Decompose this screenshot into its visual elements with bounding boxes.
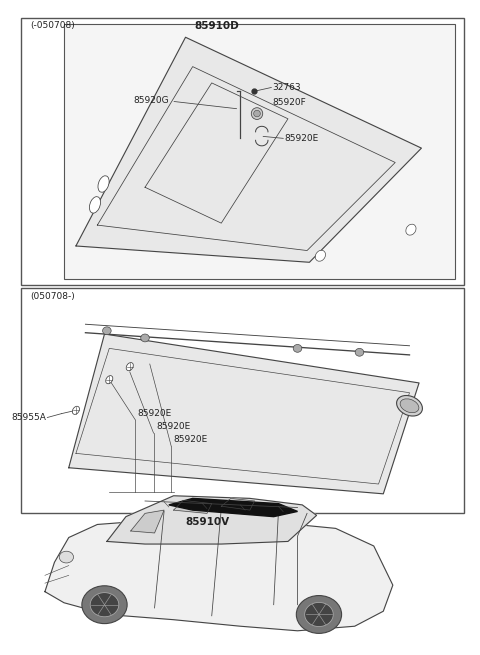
Text: 85955A: 85955A	[11, 413, 46, 422]
Bar	[21, 18, 464, 285]
Text: 85920E: 85920E	[156, 422, 190, 431]
Text: (050708-): (050708-)	[31, 291, 75, 301]
Text: 85920E: 85920E	[138, 409, 172, 418]
Ellipse shape	[98, 176, 109, 193]
Ellipse shape	[126, 363, 133, 371]
Ellipse shape	[106, 375, 113, 384]
Polygon shape	[69, 334, 419, 494]
Ellipse shape	[90, 593, 119, 617]
Polygon shape	[174, 500, 212, 514]
Ellipse shape	[252, 107, 263, 119]
Text: (-050708): (-050708)	[31, 21, 75, 30]
Ellipse shape	[400, 399, 419, 413]
Polygon shape	[45, 518, 393, 631]
Ellipse shape	[72, 406, 80, 415]
Text: 85920F: 85920F	[273, 98, 307, 107]
Bar	[21, 288, 464, 514]
Ellipse shape	[253, 110, 260, 117]
Ellipse shape	[406, 224, 416, 235]
Bar	[64, 24, 455, 278]
Ellipse shape	[141, 334, 149, 342]
Ellipse shape	[82, 586, 127, 624]
Polygon shape	[169, 498, 298, 517]
Text: 85910D: 85910D	[194, 21, 239, 31]
Text: 32763: 32763	[273, 83, 301, 92]
Ellipse shape	[59, 552, 73, 563]
Polygon shape	[76, 37, 421, 262]
Ellipse shape	[355, 348, 364, 356]
Ellipse shape	[89, 196, 100, 213]
Polygon shape	[107, 496, 317, 544]
Ellipse shape	[396, 396, 422, 416]
Polygon shape	[131, 510, 164, 533]
Polygon shape	[221, 498, 254, 510]
Ellipse shape	[296, 595, 342, 633]
Text: 85910V: 85910V	[185, 517, 229, 527]
Text: 85920E: 85920E	[285, 134, 319, 143]
Ellipse shape	[293, 345, 302, 352]
Ellipse shape	[305, 603, 333, 627]
Ellipse shape	[315, 250, 325, 261]
Text: 85920E: 85920E	[174, 436, 208, 444]
Ellipse shape	[103, 327, 111, 335]
Text: 85920G: 85920G	[133, 96, 169, 105]
